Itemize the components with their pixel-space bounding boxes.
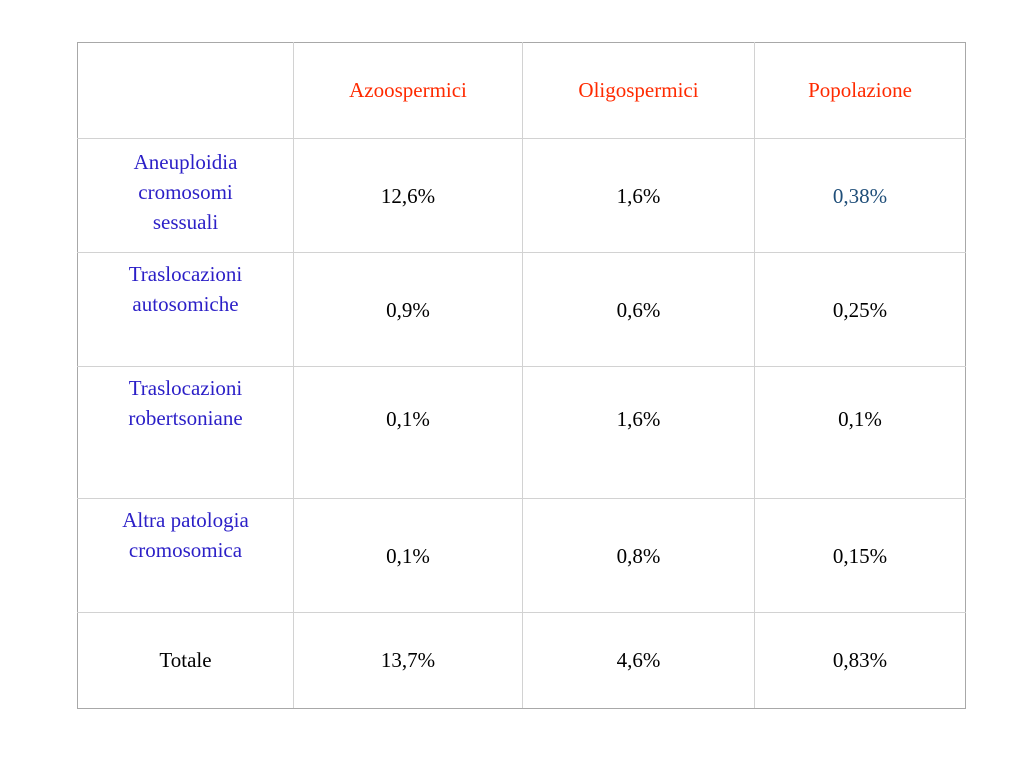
data-table: Azoospermici Oligospermici Popolazione A… <box>77 42 966 709</box>
table-row: Traslocazioni autosomiche 0,9% 0,6% 0,25… <box>77 252 966 367</box>
cell-value: 0,1% <box>293 366 523 499</box>
cell-value: 1,6% <box>522 366 755 499</box>
row-label-traslocazioni-robertsoniane: Traslocazioni robertsoniane <box>77 366 294 499</box>
total-value: 13,7% <box>293 612 523 709</box>
total-value: 0,83% <box>754 612 966 709</box>
total-value: 4,6% <box>522 612 755 709</box>
cell-value: 0,1% <box>293 498 523 613</box>
cell-value: 0,1% <box>754 366 966 499</box>
table-row: Altra patologia cromosomica 0,1% 0,8% 0,… <box>77 498 966 613</box>
cell-value: 0,15% <box>754 498 966 613</box>
row-label-traslocazioni-autosomiche: Traslocazioni autosomiche <box>77 252 294 367</box>
table-row: Traslocazioni robertsoniane 0,1% 1,6% 0,… <box>77 366 966 499</box>
cell-value: 0,8% <box>522 498 755 613</box>
cell-value: 1,6% <box>522 138 755 253</box>
cell-value: 0,6% <box>522 252 755 367</box>
table-row: Aneuploidia cromosomi sessuali 12,6% 1,6… <box>77 138 966 253</box>
cell-value: 12,6% <box>293 138 523 253</box>
cell-value: 0,38% <box>754 138 966 253</box>
row-label-altra-patologia: Altra patologia cromosomica <box>77 498 294 613</box>
table-header-row: Azoospermici Oligospermici Popolazione <box>77 42 966 139</box>
cell-value: 0,25% <box>754 252 966 367</box>
header-azoospermici: Azoospermici <box>293 42 523 139</box>
header-oligospermici: Oligospermici <box>522 42 755 139</box>
cell-value: 0,9% <box>293 252 523 367</box>
header-popolazione: Popolazione <box>754 42 966 139</box>
row-label-aneuploidia: Aneuploidia cromosomi sessuali <box>77 138 294 253</box>
table-total-row: Totale 13,7% 4,6% 0,83% <box>77 612 966 709</box>
total-label: Totale <box>77 612 294 709</box>
header-cell-empty <box>77 42 294 139</box>
